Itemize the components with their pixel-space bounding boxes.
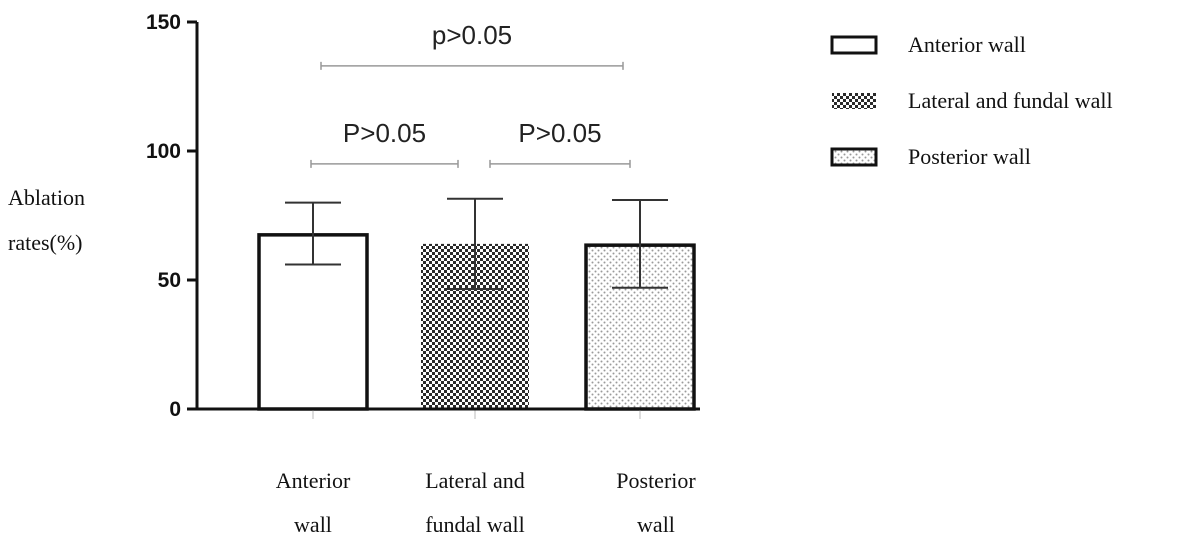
x-tick-label: Lateral and bbox=[425, 468, 525, 493]
significance-label: p>0.05 bbox=[432, 20, 512, 50]
legend-label: Anterior wall bbox=[908, 32, 1026, 57]
y-tick-label: 100 bbox=[146, 140, 181, 163]
y-axis-ticks: 0 50 100 150 bbox=[146, 11, 197, 421]
significance-label: P>0.05 bbox=[518, 118, 601, 148]
x-axis-category-labels: Anterior wall Lateral and fundal wall Poster… bbox=[276, 468, 697, 537]
x-tick-label: Anterior bbox=[276, 468, 351, 493]
legend: Anterior wall Lateral and fundal wall Post… bbox=[830, 32, 1113, 169]
bars bbox=[257, 233, 696, 419]
y-tick-label: 150 bbox=[146, 11, 181, 34]
y-axis-label-line-2: rates(%) bbox=[8, 230, 83, 255]
legend-swatch bbox=[830, 147, 878, 167]
legend-swatch bbox=[830, 35, 878, 55]
y-axis-label-line-1: Ablation bbox=[8, 185, 85, 210]
x-tick-label: wall bbox=[637, 512, 675, 537]
x-tick-label: fundal wall bbox=[425, 512, 525, 537]
x-tick-label: wall bbox=[294, 512, 332, 537]
y-tick-label: 50 bbox=[158, 269, 181, 292]
significance-brackets: p>0.05 P>0.05 P>0.05 bbox=[310, 20, 631, 168]
significance-label: P>0.05 bbox=[343, 118, 426, 148]
y-tick-label: 0 bbox=[169, 398, 181, 421]
legend-label: Posterior wall bbox=[908, 144, 1031, 169]
error-bars bbox=[285, 197, 668, 291]
x-tick-label: Posterior bbox=[616, 468, 696, 493]
legend-swatch bbox=[832, 93, 876, 109]
legend-label: Lateral and fundal wall bbox=[908, 88, 1113, 113]
